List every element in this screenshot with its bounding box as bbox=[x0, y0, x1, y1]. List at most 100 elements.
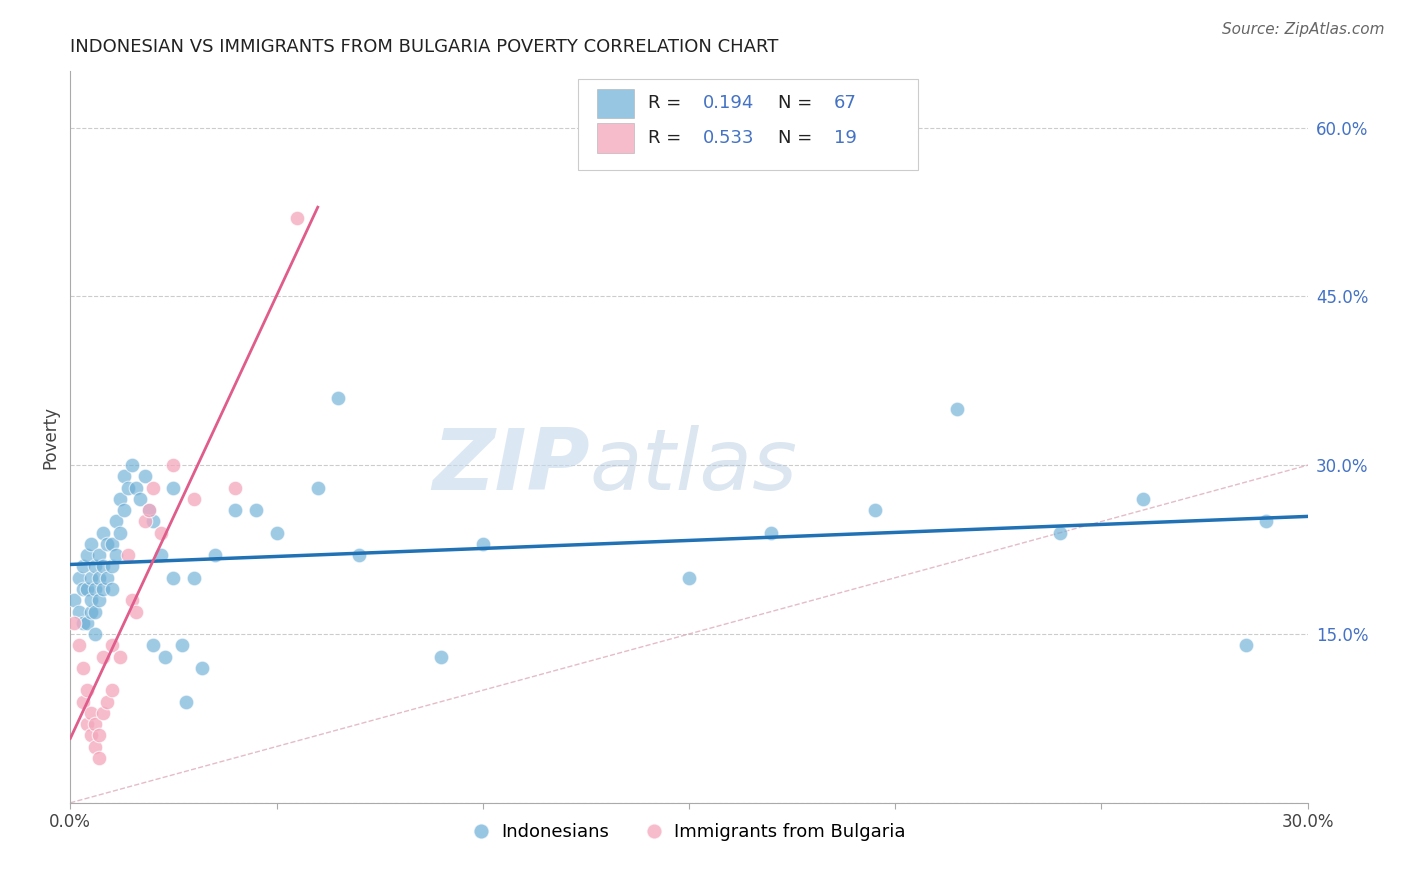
Point bbox=[63, 615, 86, 630]
Point bbox=[191, 661, 214, 675]
Text: N =: N = bbox=[778, 94, 818, 112]
Text: 0.194: 0.194 bbox=[703, 94, 754, 112]
Point bbox=[100, 559, 122, 574]
Point bbox=[285, 211, 308, 225]
Point bbox=[91, 649, 114, 664]
Point bbox=[104, 548, 127, 562]
Point bbox=[67, 571, 90, 585]
Point bbox=[91, 582, 114, 596]
Text: 0.533: 0.533 bbox=[703, 129, 754, 147]
Text: R =: R = bbox=[648, 129, 688, 147]
Point bbox=[91, 559, 114, 574]
FancyBboxPatch shape bbox=[578, 78, 918, 170]
Point bbox=[96, 694, 118, 708]
Point bbox=[72, 694, 94, 708]
Point bbox=[170, 638, 193, 652]
Point bbox=[100, 638, 122, 652]
Point bbox=[89, 728, 111, 742]
Point bbox=[129, 491, 152, 506]
Point bbox=[100, 683, 122, 698]
Point bbox=[76, 582, 98, 596]
Point bbox=[307, 481, 329, 495]
Text: Source: ZipAtlas.com: Source: ZipAtlas.com bbox=[1222, 22, 1385, 37]
Point bbox=[1256, 515, 1278, 529]
Point bbox=[678, 571, 700, 585]
Point bbox=[142, 481, 165, 495]
Point bbox=[89, 548, 111, 562]
Point bbox=[76, 615, 98, 630]
Point bbox=[72, 615, 94, 630]
Point bbox=[471, 537, 494, 551]
Point bbox=[121, 458, 143, 473]
Point bbox=[80, 593, 103, 607]
Point bbox=[108, 525, 131, 540]
Point bbox=[72, 661, 94, 675]
Point bbox=[117, 548, 139, 562]
Point bbox=[80, 728, 103, 742]
Point bbox=[134, 469, 156, 483]
Point bbox=[100, 537, 122, 551]
Point bbox=[1234, 638, 1257, 652]
Point bbox=[80, 605, 103, 619]
FancyBboxPatch shape bbox=[598, 123, 634, 153]
Point bbox=[104, 515, 127, 529]
Point bbox=[121, 593, 143, 607]
Point bbox=[863, 503, 886, 517]
Point bbox=[63, 593, 86, 607]
Text: 67: 67 bbox=[834, 94, 856, 112]
Point bbox=[430, 649, 453, 664]
Text: R =: R = bbox=[648, 94, 688, 112]
Point bbox=[84, 582, 107, 596]
Point bbox=[80, 706, 103, 720]
Point bbox=[108, 649, 131, 664]
Point bbox=[266, 525, 288, 540]
Point bbox=[89, 593, 111, 607]
Point bbox=[162, 571, 184, 585]
Point bbox=[84, 717, 107, 731]
Text: INDONESIAN VS IMMIGRANTS FROM BULGARIA POVERTY CORRELATION CHART: INDONESIAN VS IMMIGRANTS FROM BULGARIA P… bbox=[70, 38, 779, 56]
Point bbox=[112, 503, 135, 517]
Point bbox=[946, 401, 969, 416]
Point bbox=[328, 391, 350, 405]
Point bbox=[150, 525, 173, 540]
Point bbox=[162, 481, 184, 495]
Point bbox=[761, 525, 783, 540]
Point bbox=[138, 503, 160, 517]
Point bbox=[162, 458, 184, 473]
Point bbox=[76, 717, 98, 731]
Point bbox=[138, 503, 160, 517]
Point bbox=[125, 605, 148, 619]
Point bbox=[96, 537, 118, 551]
Point bbox=[174, 694, 197, 708]
Point bbox=[89, 751, 111, 765]
Point bbox=[76, 548, 98, 562]
Point bbox=[91, 525, 114, 540]
Point bbox=[80, 537, 103, 551]
Point bbox=[224, 503, 246, 517]
Point bbox=[84, 605, 107, 619]
Y-axis label: Poverty: Poverty bbox=[41, 406, 59, 468]
Point bbox=[134, 515, 156, 529]
Point bbox=[72, 559, 94, 574]
Point bbox=[80, 571, 103, 585]
Point bbox=[72, 582, 94, 596]
Point bbox=[125, 481, 148, 495]
Point bbox=[84, 627, 107, 641]
Point bbox=[91, 706, 114, 720]
FancyBboxPatch shape bbox=[598, 89, 634, 118]
Point bbox=[117, 481, 139, 495]
Point bbox=[183, 491, 205, 506]
Point bbox=[108, 491, 131, 506]
Point bbox=[150, 548, 173, 562]
Point bbox=[96, 571, 118, 585]
Point bbox=[1132, 491, 1154, 506]
Point bbox=[245, 503, 267, 517]
Point bbox=[153, 649, 176, 664]
Point bbox=[204, 548, 226, 562]
Text: atlas: atlas bbox=[591, 425, 799, 508]
Point bbox=[224, 481, 246, 495]
Point bbox=[112, 469, 135, 483]
Point bbox=[142, 638, 165, 652]
Point bbox=[84, 559, 107, 574]
Text: ZIP: ZIP bbox=[432, 425, 591, 508]
